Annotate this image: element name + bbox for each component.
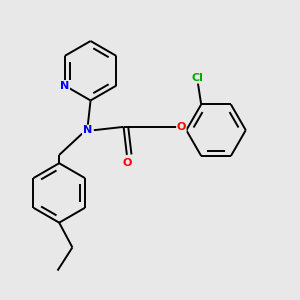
- Text: N: N: [82, 125, 92, 135]
- Text: Cl: Cl: [192, 73, 204, 83]
- Text: O: O: [177, 122, 186, 132]
- Text: N: N: [60, 81, 69, 91]
- Text: O: O: [122, 158, 132, 168]
